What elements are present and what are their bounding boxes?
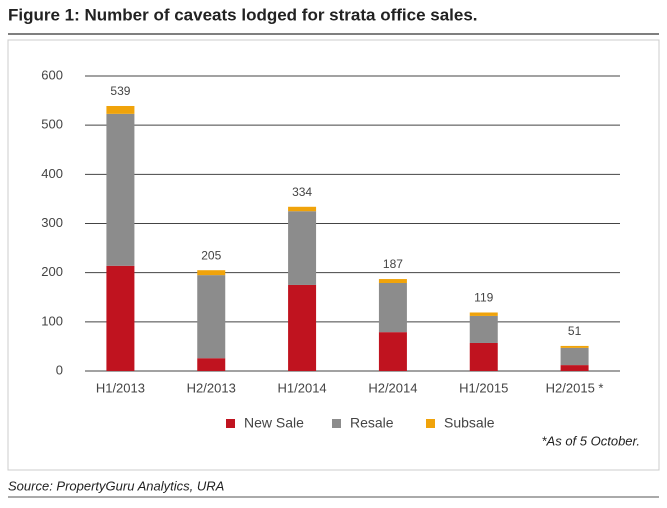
chart-frame: [7, 39, 660, 471]
y-tick-label: 400: [41, 166, 63, 181]
bar-segment: [560, 365, 589, 371]
bar-segment: [197, 358, 226, 371]
bar-segment: [106, 113, 135, 266]
legend-swatch: [332, 419, 341, 428]
bar-segment: [106, 265, 135, 371]
y-tick-label: 100: [41, 313, 63, 328]
x-tick-label: H1/2014: [278, 380, 327, 395]
y-tick-label: 200: [41, 264, 63, 279]
bar-segment: [288, 284, 317, 371]
bar-segment: [378, 279, 407, 283]
total-label: 334: [292, 185, 312, 199]
total-label: 539: [110, 84, 130, 98]
x-tick-label: H2/2015 *: [546, 380, 604, 395]
bar-segment: [378, 282, 407, 333]
source: Source: PropertyGuru Analytics, URA: [8, 478, 224, 493]
y-tick-label: 600: [41, 67, 63, 82]
bar-segment: [378, 332, 407, 371]
bar-segment: [288, 211, 317, 285]
x-tick-label: H2/2014: [368, 380, 417, 395]
bar-segment: [469, 312, 498, 316]
x-tick-label: H1/2013: [96, 380, 145, 395]
bar-segment: [106, 105, 135, 114]
legend-label: Resale: [350, 415, 394, 431]
bar-segment: [560, 347, 589, 366]
bar-segment: [469, 315, 498, 343]
total-label: 187: [383, 257, 403, 271]
legend-swatch: [426, 419, 435, 428]
bar-segment: [469, 342, 498, 371]
legend-swatch: [226, 419, 235, 428]
note: *As of 5 October.: [541, 433, 640, 448]
legend-label: New Sale: [244, 415, 304, 431]
y-tick-label: 300: [41, 215, 63, 230]
y-tick-label: 0: [56, 362, 63, 377]
x-tick-label: H2/2013: [187, 380, 236, 395]
legend-label: Subsale: [444, 415, 495, 431]
bar-segment: [197, 275, 226, 359]
total-label: 119: [474, 291, 493, 305]
bar-segment: [560, 345, 589, 348]
chart-title: Figure 1: Number of caveats lodged for s…: [8, 5, 478, 24]
x-tick-label: H1/2015: [459, 380, 508, 395]
y-tick-label: 500: [41, 117, 63, 132]
bar-segment: [197, 270, 226, 276]
total-label: 205: [201, 248, 221, 262]
total-label: 51: [568, 324, 582, 338]
bar-segment: [288, 206, 317, 212]
